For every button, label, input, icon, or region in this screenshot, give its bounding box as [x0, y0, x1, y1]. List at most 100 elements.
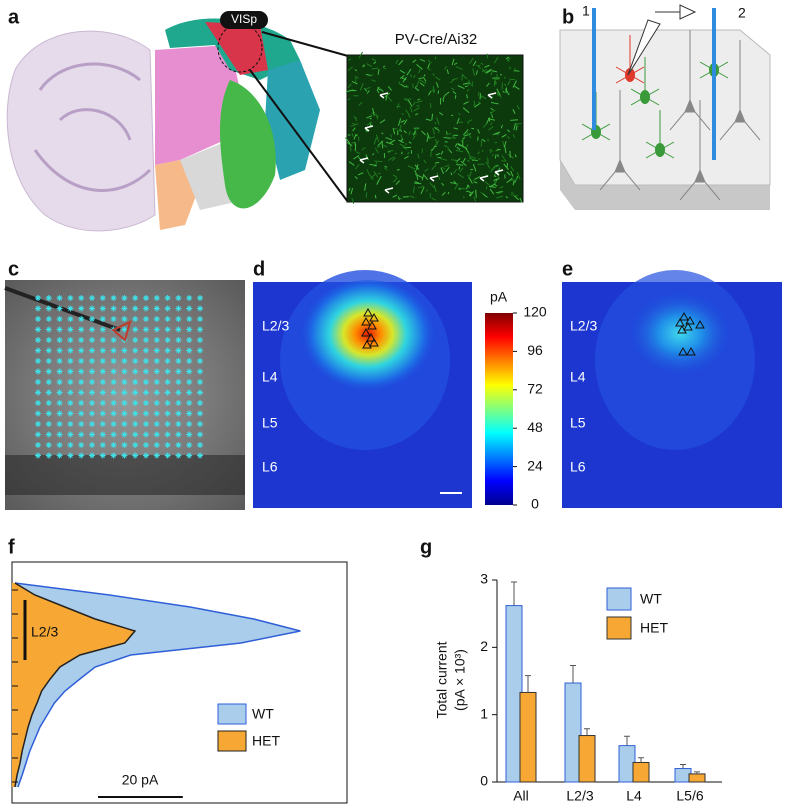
stim-point	[197, 410, 203, 417]
fiber	[431, 113, 434, 121]
fiber	[462, 157, 466, 163]
stim-point	[175, 347, 182, 354]
stim-point	[89, 400, 95, 406]
stim-point	[153, 368, 160, 375]
pyramidal	[719, 40, 761, 141]
stim-point	[121, 400, 128, 406]
stim-point	[197, 337, 203, 343]
fiber	[435, 153, 441, 156]
stim-point	[121, 358, 128, 364]
stim-point	[132, 452, 139, 459]
fiber	[408, 114, 411, 119]
stim-point	[45, 379, 52, 385]
fiber	[489, 188, 495, 195]
x-tick-label: L5/6	[676, 788, 703, 804]
stim-point	[78, 305, 85, 312]
stim-point	[35, 400, 41, 406]
fiber	[463, 196, 465, 199]
fiber	[470, 155, 477, 159]
stim-point	[110, 337, 117, 343]
stim-point	[153, 305, 160, 312]
stim-point	[45, 410, 52, 417]
fiber	[437, 90, 440, 94]
stim-point	[143, 337, 149, 343]
fiber	[455, 157, 461, 163]
fiber	[421, 173, 425, 181]
stim-point	[110, 295, 117, 301]
fiber	[466, 122, 470, 124]
stim-point	[175, 368, 182, 375]
stim-point	[45, 316, 52, 322]
stim-point	[56, 305, 63, 312]
stim-point	[56, 442, 63, 448]
fiber	[429, 182, 435, 189]
panel-label: c	[8, 258, 19, 280]
fiber	[472, 163, 477, 172]
stim-point	[78, 295, 85, 301]
arrow-marker	[487, 92, 497, 99]
fiber	[500, 124, 503, 129]
fiber	[499, 186, 504, 189]
stim-point	[132, 305, 139, 312]
fiber	[373, 171, 379, 178]
stim-point	[197, 316, 203, 322]
fiber	[399, 69, 406, 74]
fiber	[376, 181, 379, 185]
stim-point	[132, 326, 139, 333]
fiber	[467, 184, 470, 188]
fiber	[485, 161, 491, 169]
stim-point	[110, 347, 117, 354]
error-bar	[694, 771, 700, 774]
stim-point	[175, 389, 182, 396]
stim-point	[143, 305, 149, 312]
stim-point	[99, 379, 106, 385]
fiber	[466, 131, 472, 139]
fiber	[356, 76, 359, 79]
stim-point	[56, 295, 63, 301]
fiber	[506, 171, 511, 176]
fiber	[391, 157, 396, 161]
stim-point	[56, 368, 63, 375]
stim-point	[186, 410, 193, 417]
profile-line	[14, 582, 137, 788]
fiber	[463, 129, 469, 136]
stim-point	[78, 326, 85, 333]
y-tick-label: 3	[480, 571, 488, 587]
stim-point	[121, 442, 128, 448]
stim-point	[164, 389, 171, 396]
fiber	[448, 149, 453, 154]
fiber	[450, 182, 457, 185]
fiber	[471, 81, 474, 85]
fiber	[377, 90, 380, 94]
error-bar	[638, 757, 644, 763]
stim-point	[132, 337, 139, 343]
fiber	[466, 185, 469, 190]
fiber	[468, 171, 473, 179]
stim-point	[197, 400, 203, 406]
stim-point	[99, 410, 106, 417]
stim-grid	[35, 295, 203, 459]
fiber	[477, 151, 480, 155]
stim-point	[186, 337, 193, 343]
stim-point	[78, 358, 85, 364]
stim-point	[110, 379, 117, 385]
fiber	[454, 182, 459, 190]
cell-marker	[111, 320, 132, 342]
fiber	[485, 174, 489, 177]
stim-point	[99, 358, 106, 364]
fiber	[474, 176, 481, 180]
bar	[519, 691, 537, 783]
fiber	[442, 166, 446, 170]
fiber	[423, 175, 429, 181]
fiber	[419, 82, 425, 87]
fiber	[481, 69, 488, 73]
stim-point	[78, 431, 85, 438]
fiber	[493, 56, 499, 64]
fiber	[484, 64, 490, 68]
pyramidal	[599, 90, 641, 191]
fiber	[496, 195, 503, 199]
fiber	[490, 102, 499, 105]
fiber	[475, 70, 478, 75]
fiber	[402, 146, 407, 150]
stim-point	[143, 316, 149, 322]
